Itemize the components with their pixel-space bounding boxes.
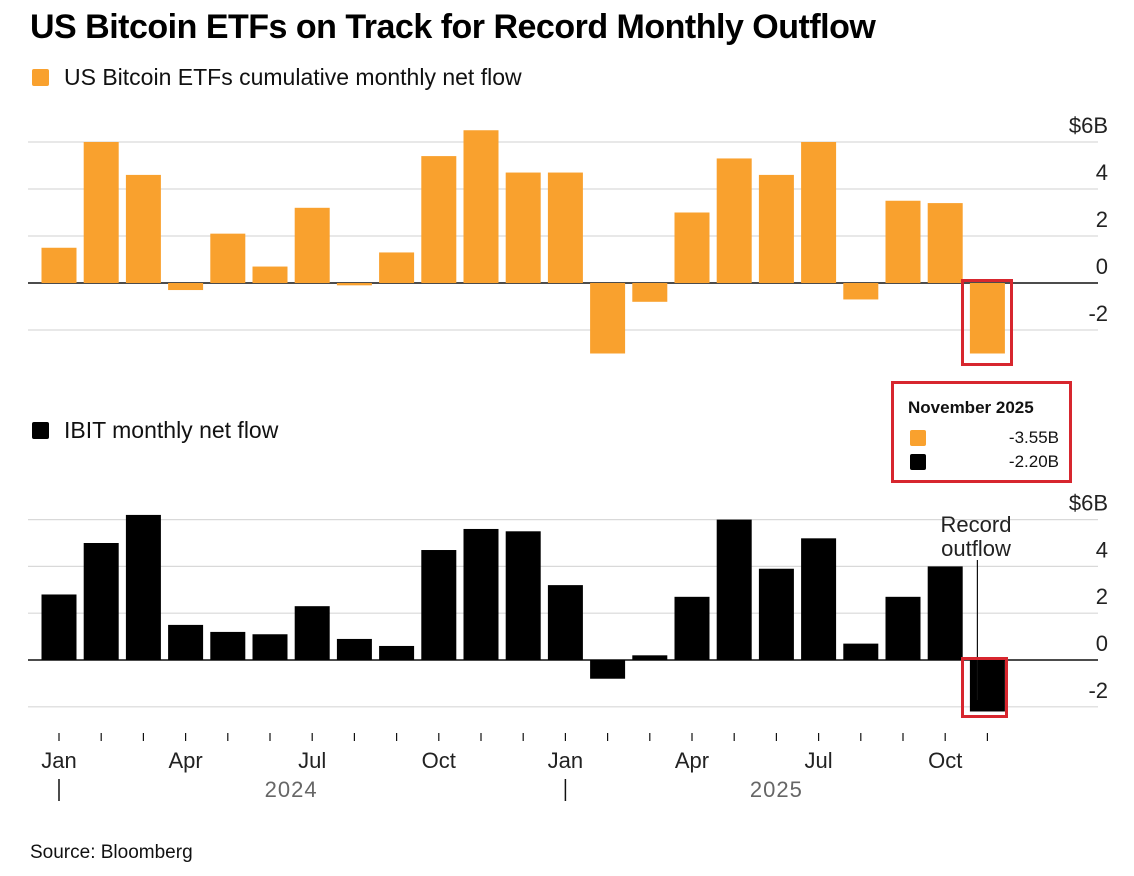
ibit-ytick-label: 0: [1096, 631, 1108, 656]
etf-bar-2025-05: [716, 158, 752, 283]
year-label: 2024: [265, 777, 318, 802]
legend-ibit: IBIT monthly net flow: [32, 417, 278, 444]
annotation-line-1: Record: [941, 512, 1012, 537]
etf-bar-2025-01: [547, 172, 583, 283]
infobox-etf-swatch: [910, 430, 926, 446]
etf-bar-2025-06: [758, 174, 794, 283]
annotation-line-2: outflow: [941, 536, 1011, 561]
etf-ytick-label: 0: [1096, 254, 1108, 279]
x-tick-label: Jul: [805, 748, 833, 773]
etf-bar-2025-11: [969, 283, 1005, 354]
etf-ytick-label: -2: [1088, 301, 1108, 326]
etf-bar-2024-10: [421, 156, 457, 283]
ibit-bar-2024-06: [252, 634, 288, 660]
infobox-title: November 2025: [908, 398, 1034, 417]
etf-ytick-label: $6B: [1069, 113, 1108, 138]
ibit-bar-2024-05: [210, 631, 246, 660]
ibit-bar-2025-06: [758, 568, 794, 660]
legend-etf-label: US Bitcoin ETFs cumulative monthly net f…: [64, 64, 522, 90]
x-tick-label: Jan: [41, 748, 76, 773]
infobox-etf-row: -3.55B: [908, 428, 1059, 448]
etf-bar-2024-01: [41, 247, 77, 283]
ibit-bar-2024-03: [125, 514, 161, 660]
ibit-bar-2025-10: [927, 566, 963, 660]
ibit-ytick-label: 2: [1096, 584, 1108, 609]
ibit-bar-2025-08: [843, 643, 879, 660]
etf-bar-2024-12: [505, 172, 541, 283]
etf-bar-2025-02: [590, 283, 626, 354]
etf-bar-2024-03: [125, 174, 161, 283]
ibit-bar-2025-11: [969, 660, 1005, 712]
etf-highlight-box: [961, 279, 1013, 366]
x-tick-label: Jul: [298, 748, 326, 773]
ibit-bar-2025-09: [885, 596, 921, 660]
ibit-ytick-label: -2: [1088, 678, 1108, 703]
ibit-ytick-label: 4: [1096, 537, 1108, 562]
ibit-ytick-label: $6B: [1069, 491, 1108, 516]
ibit-bar-2024-08: [336, 638, 372, 660]
ibit-bar-2025-03: [632, 655, 668, 660]
ibit-bar-2024-09: [379, 645, 415, 660]
infobox-ibit-row: -2.20B: [908, 452, 1059, 472]
legend-ibit-label: IBIT monthly net flow: [64, 417, 279, 443]
x-tick-label: Jan: [548, 748, 583, 773]
legend-etf-swatch: [32, 69, 49, 86]
x-tick-label: Oct: [928, 748, 962, 773]
ibit-bar-2024-11: [463, 528, 499, 660]
etf-bar-2024-11: [463, 130, 499, 283]
ibit-bar-2024-12: [505, 531, 541, 660]
legend-etf: US Bitcoin ETFs cumulative monthly net f…: [32, 64, 522, 91]
chart-title: US Bitcoin ETFs on Track for Record Mont…: [30, 8, 876, 46]
year-label: 2025: [750, 777, 803, 802]
ibit-bar-2025-02: [590, 660, 626, 679]
ibit-bar-2025-01: [547, 585, 583, 660]
etf-bar-2024-07: [294, 207, 330, 283]
etf-ytick-label: 2: [1096, 207, 1108, 232]
etf-bar-2025-03: [632, 283, 668, 302]
x-tick-label: Apr: [675, 748, 709, 773]
source-note: Source: Bloomberg: [30, 842, 193, 863]
ibit-bar-2024-01: [41, 594, 77, 660]
etf-bar-2024-09: [379, 252, 415, 283]
ibit-bar-2024-10: [421, 550, 457, 660]
etf-ytick-label: 4: [1096, 160, 1108, 185]
etf-bar-2025-04: [674, 212, 710, 283]
etf-bar-2024-04: [168, 283, 204, 291]
ibit-bar-2024-04: [168, 624, 204, 660]
ibit-bar-2025-07: [801, 538, 837, 660]
november-2025-infobox: November 2025 -3.55B -2.20B: [891, 381, 1072, 483]
etf-bar-2024-06: [252, 266, 288, 283]
ibit-bar-2025-05: [716, 519, 752, 660]
ibit-highlight-box: [961, 657, 1008, 718]
etf-bar-2024-05: [210, 233, 246, 283]
legend-ibit-swatch: [32, 422, 49, 439]
infobox-ibit-swatch: [910, 454, 926, 470]
ibit-bar-2024-02: [83, 543, 119, 660]
ibit-bar-2024-07: [294, 606, 330, 660]
etf-bar-2024-08: [336, 283, 372, 286]
infobox-ibit-value: -2.20B: [1008, 452, 1059, 471]
etf-bar-2024-02: [83, 142, 119, 283]
x-tick-label: Oct: [422, 748, 456, 773]
etf-bar-2025-08: [843, 283, 879, 300]
etf-bar-2025-09: [885, 200, 921, 283]
x-tick-label: Apr: [168, 748, 202, 773]
ibit-bar-2025-04: [674, 596, 710, 660]
etf-bar-2025-07: [801, 142, 837, 283]
etf-bar-2025-10: [927, 203, 963, 283]
infobox-etf-value: -3.55B: [1008, 428, 1059, 447]
